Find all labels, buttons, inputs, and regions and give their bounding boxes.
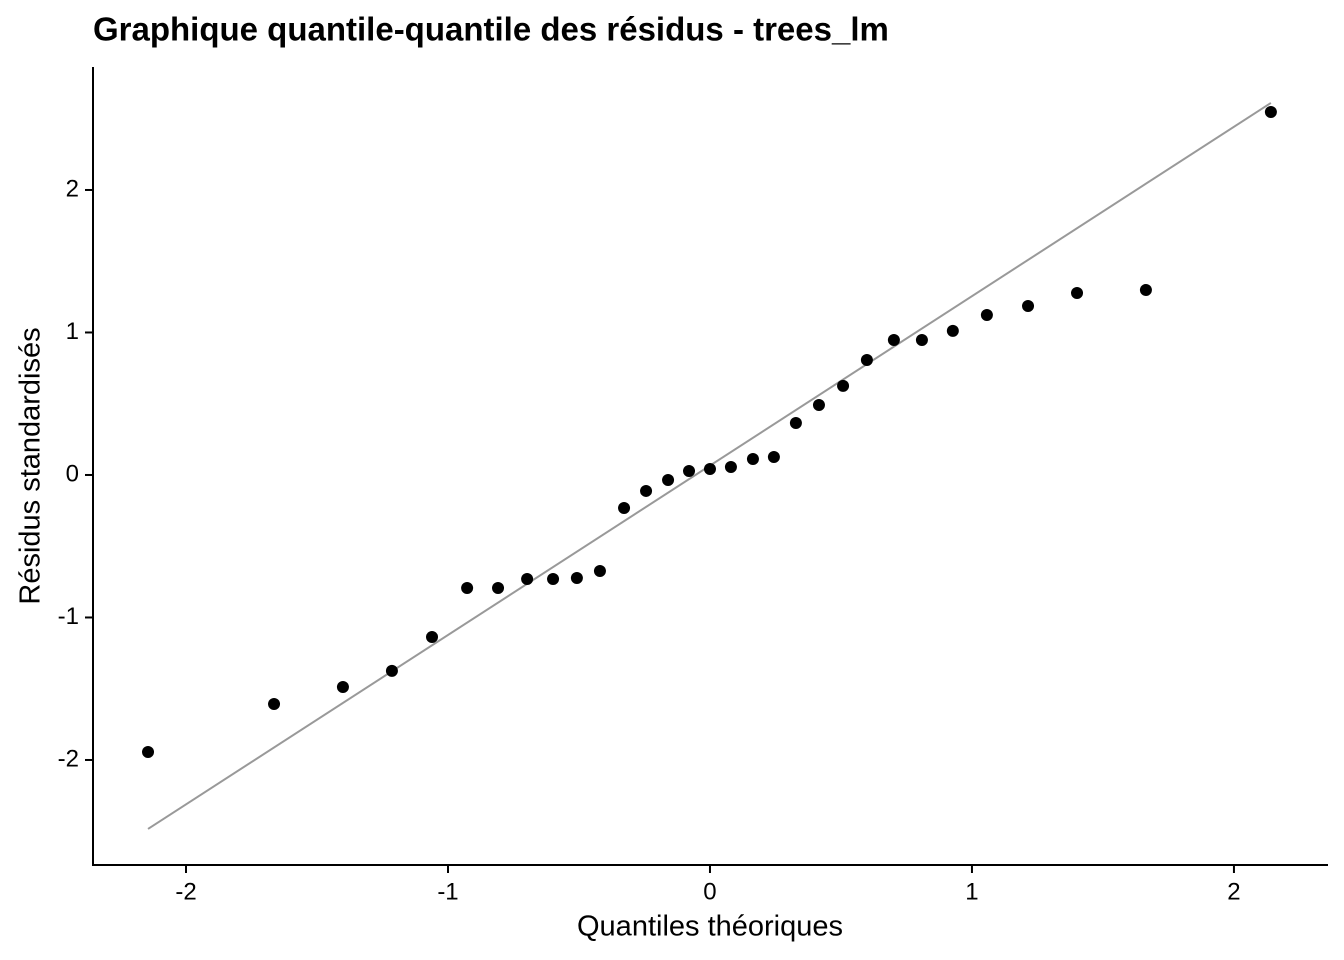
point	[385, 664, 398, 677]
point	[724, 460, 737, 473]
point	[703, 462, 716, 475]
x-tick-label: 2	[1227, 878, 1240, 905]
point	[492, 581, 505, 594]
x-axis-title: Quantiles théoriques	[577, 911, 843, 943]
point	[1022, 299, 1035, 312]
point	[767, 451, 780, 464]
y-tick-label: -2	[58, 745, 79, 772]
point	[746, 453, 759, 466]
point	[547, 573, 560, 586]
y-tick-label: 1	[66, 318, 79, 345]
y-tick-label: 2	[66, 175, 79, 202]
y-axis-title: Résidus standardisés	[15, 327, 47, 604]
x-tick-label: -1	[437, 878, 458, 905]
point	[812, 399, 825, 412]
y-tick-label: 0	[66, 460, 79, 487]
point	[887, 334, 900, 347]
point	[461, 581, 474, 594]
point	[980, 308, 993, 321]
point	[915, 334, 928, 347]
point	[142, 745, 155, 758]
chart-title: Graphique quantile-quantile des résidus …	[93, 11, 889, 48]
x-tick-label: 1	[965, 878, 978, 905]
point	[336, 681, 349, 694]
point	[593, 565, 606, 578]
point	[521, 573, 534, 586]
point	[426, 631, 439, 643]
point	[789, 416, 802, 429]
point	[683, 464, 696, 477]
point	[662, 473, 675, 486]
point	[837, 379, 850, 392]
y-tick-label: -1	[58, 603, 79, 630]
point	[570, 572, 583, 585]
point	[860, 353, 873, 366]
point	[640, 484, 653, 497]
point	[1071, 287, 1084, 300]
point	[1264, 106, 1277, 119]
point	[1139, 284, 1152, 297]
point	[268, 697, 281, 710]
point	[618, 502, 631, 515]
x-tick-label: 0	[703, 878, 716, 905]
x-tick-label: -2	[175, 878, 196, 905]
point	[946, 324, 959, 337]
